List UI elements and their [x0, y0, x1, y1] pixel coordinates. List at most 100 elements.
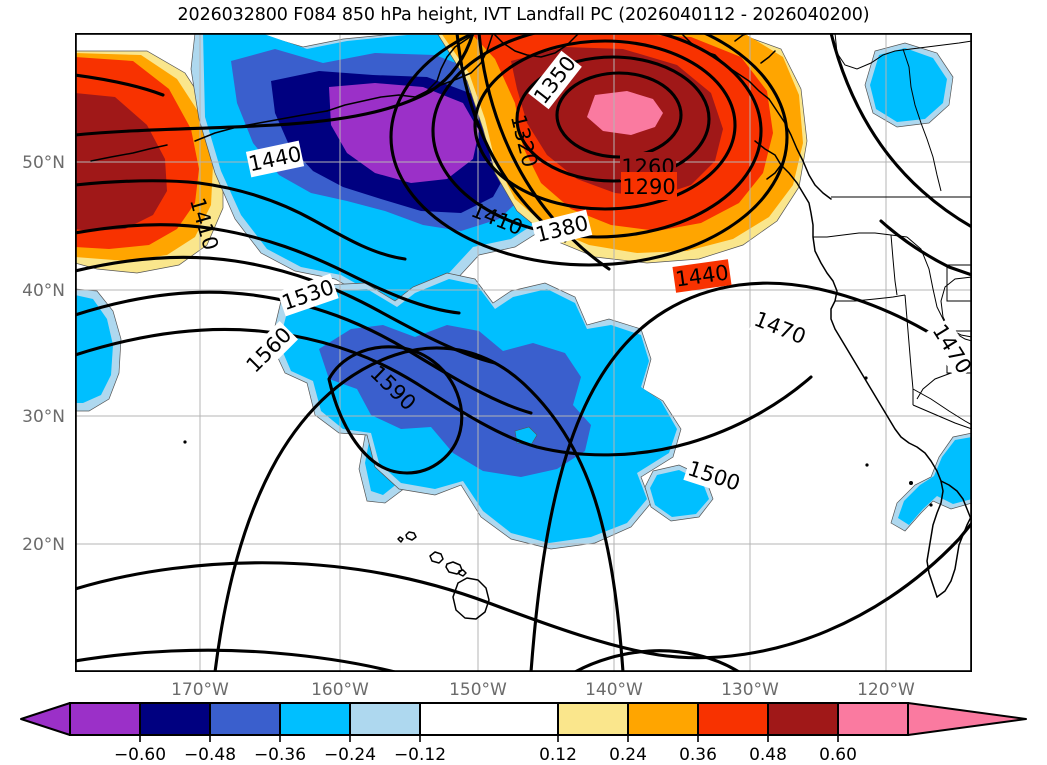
lon-label-130w: 130°W: [721, 680, 779, 700]
island-dot-4: [909, 481, 913, 485]
coast-alaska-inlet: [426, 33, 476, 92]
contour-1470-south: [529, 281, 972, 672]
colorbar-panel: −0.60 −0.48 −0.36 −0.24 −0.12 0.12 0.24 …: [0, 697, 1047, 765]
contour-1380-inner: [389, 33, 789, 267]
colorbar-seg-over[interactable]: [837, 702, 909, 736]
contour-1590: [327, 345, 464, 475]
colorbar-tick-label: 0.48: [749, 745, 787, 765]
colorbar-seg-4[interactable]: [349, 702, 421, 736]
label-mask: [749, 305, 811, 351]
border-canada-bc-ab: [834, 33, 972, 70]
map-panel: 1440 1410 1350 1320 1260: [22, 33, 972, 700]
label-mask: [240, 321, 298, 379]
label-mask: [528, 50, 582, 110]
label-mask: [277, 273, 339, 317]
contour-1290: [515, 55, 711, 183]
contour-1470-nw: [75, 255, 497, 365]
label-mask: [245, 140, 305, 178]
political-borders: [183, 33, 972, 507]
contour-1560: [213, 346, 625, 672]
colorbar-seg-under[interactable]: [69, 702, 141, 736]
lat-label-40n: 40°N: [22, 281, 65, 301]
coast-alaska-north: [492, 33, 580, 58]
contour-1500-nw: [75, 290, 533, 415]
colorbar-seg-5[interactable]: [557, 702, 629, 736]
contour-1410-nw: [75, 179, 407, 261]
colorbar-seg-2[interactable]: [209, 702, 281, 736]
border-state-box-1: [946, 264, 972, 302]
coast-niihau: [397, 536, 404, 543]
colorbar-seg-3[interactable]: [279, 702, 351, 736]
shade-canada-m024: [870, 48, 947, 122]
coast-gulf-ca-east: [940, 480, 972, 520]
contour-1320-branch: [455, 33, 567, 243]
contour-1320-inner: [473, 39, 737, 211]
contour-label-1440-east: 1440: [672, 259, 732, 293]
shade-band-m060-ak: [329, 83, 479, 183]
shade-canada-patch: [864, 42, 954, 128]
border-or-ca: [835, 294, 906, 302]
shade-baja-patch: [890, 432, 972, 532]
border-wa-id: [890, 234, 898, 296]
label-mask: [621, 172, 677, 200]
contour-1530: [75, 327, 813, 457]
contour-1440-east: [829, 33, 972, 229]
map-svg: 1440 1410 1350 1320 1260: [75, 33, 972, 672]
colorbar-seg-7[interactable]: [697, 702, 769, 736]
colorbar-seg-8[interactable]: [767, 702, 839, 736]
colorbar-over-arrow[interactable]: [907, 702, 1027, 736]
lon-label-160w: 160°W: [311, 680, 369, 700]
border-ca-nv-vert: [904, 294, 914, 390]
coast-us-west: [780, 164, 944, 598]
colorbar-seg-1[interactable]: [139, 702, 211, 736]
colorbar-tick-label: 0.36: [679, 745, 717, 765]
colorbar-segments[interactable]: [20, 702, 1027, 736]
map-frame: [75, 33, 972, 672]
colorbar-seg-6[interactable]: [627, 702, 699, 736]
coast-aleutian-west: [90, 144, 168, 162]
contour-label-1290: 1290: [621, 172, 677, 200]
border-canada-interior: [902, 48, 942, 192]
contour-1470-east: [879, 219, 972, 277]
island-dot-3: [865, 463, 869, 467]
colorbar-seg-neutral[interactable]: [419, 702, 559, 736]
contour-label-text: 1290: [622, 175, 675, 199]
contour-1440-nw: [75, 33, 475, 137]
island-dot-1: [183, 440, 187, 444]
coast-ak-panhandle-2: [760, 50, 776, 64]
height-contours: [75, 33, 972, 672]
contour-1500-south: [75, 521, 972, 660]
contour-1500-bottomleft: [75, 648, 397, 672]
border-wy: [940, 276, 972, 338]
lat-label-30n: 30°N: [22, 407, 65, 427]
colorbar-under-arrow[interactable]: [20, 702, 71, 736]
border-id-mt: [906, 236, 972, 342]
colorbar-svg[interactable]: −0.60 −0.48 −0.36 −0.24 −0.12 0.12 0.24 …: [0, 697, 1047, 765]
colorbar-tick-label: −0.36: [254, 745, 306, 765]
lon-label-170w: 170°W: [171, 680, 229, 700]
lon-label-150w: 150°W: [449, 680, 507, 700]
shade-band-p060-gulf: [587, 91, 663, 135]
label-mask: [531, 209, 593, 249]
coast-baja-inner: [936, 516, 972, 598]
colorbar-tick-label: −0.24: [324, 745, 376, 765]
island-dot-5: [929, 503, 933, 507]
colorbar-tick-label: −0.12: [394, 745, 446, 765]
lon-label-140w: 140°W: [585, 680, 643, 700]
contour-1440-nw2: [75, 223, 461, 315]
coast-aleutian-mid: [194, 110, 328, 142]
colorbar-tick-label: −0.48: [184, 745, 236, 765]
contour-1260: [555, 71, 683, 159]
lat-label-50n: 50°N: [22, 153, 65, 173]
colorbar-ticks: [139, 735, 839, 742]
label-mask: [672, 259, 732, 293]
colorbar-tick-label: 0.60: [819, 745, 857, 765]
border-ca-nv-diag: [912, 388, 972, 426]
border-us-mexico: [912, 404, 972, 430]
coast-vancouver-island: [754, 140, 782, 180]
contour-1350-inner: [431, 33, 763, 239]
lat-label-20n: 20°N: [22, 535, 65, 555]
coast-molokai: [458, 569, 467, 577]
chart-title: 2026032800 F084 850 hPa height, IVT Land…: [177, 5, 870, 25]
